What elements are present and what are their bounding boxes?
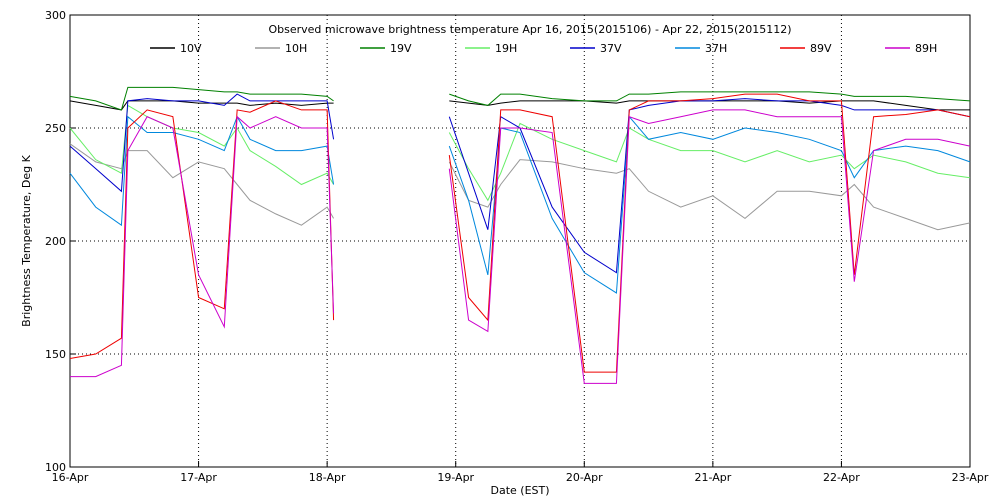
y-tick-label: 150 (45, 348, 66, 361)
legend-label: 37H (705, 42, 727, 55)
x-tick-label: 20-Apr (566, 471, 603, 484)
y-tick-label: 250 (45, 122, 66, 135)
y-tick-label: 300 (45, 9, 66, 22)
chart-title: Observed microwave brightness temperatur… (268, 23, 791, 36)
series-line (69, 104, 971, 202)
y-tick-label: 200 (45, 235, 66, 248)
series-line (69, 86, 971, 111)
series-line (69, 93, 971, 274)
y-tick-label: 100 (45, 461, 66, 474)
x-axis-label: Date (EST) (490, 484, 549, 497)
x-tick-label: 21-Apr (694, 471, 731, 484)
series-line (70, 109, 971, 384)
series-line (69, 115, 971, 294)
x-tick-label: 22-Apr (823, 471, 860, 484)
series-line (69, 93, 971, 373)
x-tick-label: 23-Apr (952, 471, 989, 484)
x-tick-label: 19-Apr (437, 471, 474, 484)
legend-label: 19H (495, 42, 517, 55)
legend-label: 19V (390, 42, 412, 55)
x-tick-label: 16-Apr (52, 471, 89, 484)
x-tick-label: 17-Apr (180, 471, 217, 484)
legend-label: 10H (285, 42, 307, 55)
legend-label: 37V (600, 42, 622, 55)
x-tick-label: 18-Apr (309, 471, 346, 484)
legend-label: 10V (180, 42, 202, 55)
legend-label: 89V (810, 42, 832, 55)
y-axis-label: Brightness Temperature, Deg K (20, 154, 33, 326)
legend-label: 89H (915, 42, 937, 55)
